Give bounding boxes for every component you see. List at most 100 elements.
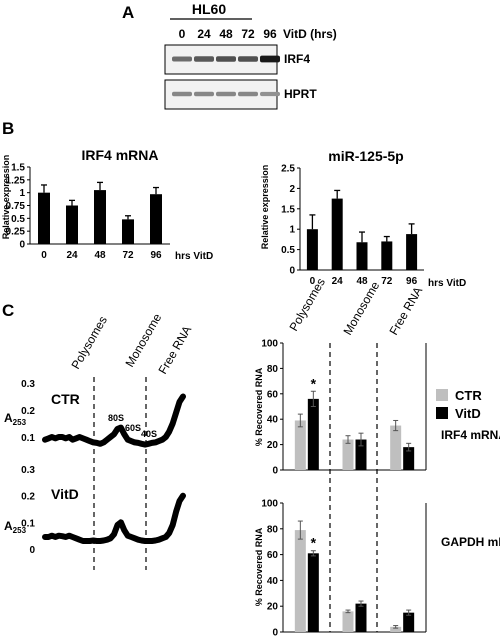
y-tick-label: 1: [19, 188, 25, 199]
y-tick-label: 0.5: [11, 214, 25, 225]
gapdh-y-tick-label: 100: [261, 499, 278, 510]
mir125-chart-xunit: hrs VitD: [428, 278, 466, 289]
y-tick-label: 0: [19, 240, 25, 251]
x-tick-label: 96: [150, 250, 162, 261]
y-tick-label: 1.5: [281, 204, 295, 215]
bar: [66, 205, 78, 244]
mir125-chart-ylabel: Relative expression: [260, 165, 270, 250]
y-tick-label: 0.75: [6, 201, 26, 212]
peak-label-40s: 40S: [141, 429, 157, 439]
gapdh-bar: [294, 530, 306, 632]
irf4-bar: [307, 398, 319, 470]
blot-band: [216, 91, 236, 97]
irf4-significance-star: *: [311, 375, 317, 391]
ctr-profile-label: CTR: [51, 391, 80, 407]
legend-label-vitd: VitD: [455, 406, 481, 421]
irf4-bands: [172, 55, 280, 63]
panel-a: A HL60 0 24 48 72 96 VitD (hrs) IRF4 HPRT: [122, 1, 337, 110]
x-tick-label: 24: [66, 250, 78, 261]
vitd-profile-trace: [42, 492, 186, 544]
y-tick-label: 0.5: [281, 245, 295, 256]
vitd-profile-ylabel: A253: [4, 519, 27, 535]
gapdh-y-tick-label: 0: [272, 628, 278, 638]
timepoint-label: 96: [263, 27, 277, 41]
gapdh-y-tick-label: 40: [267, 576, 279, 587]
blot-band: [238, 56, 258, 62]
gapdh-bar: [390, 626, 402, 632]
x-tick-label: 72: [381, 276, 393, 287]
recovered-rna-charts: % Recovered RNA % Recovered RNA 0 20 40 60 8…: [254, 339, 500, 638]
vitd-y-tick-label: 0.2: [21, 492, 35, 503]
vitd-profile-label: VitD: [51, 486, 79, 502]
blot-band: [172, 56, 192, 62]
gapdh-y-tick-label: 80: [267, 524, 279, 535]
legend-label-ctr: CTR: [455, 388, 482, 403]
ctr-y-tick-label: 0.3: [21, 379, 35, 390]
y-tick-label: 1.5: [11, 163, 25, 174]
profile-header-monosome: Monosome: [122, 311, 164, 370]
recovered-chart-axes: 0 20 40 60 80 100 0 20 40 60 80 100: [261, 339, 427, 638]
bar-header-monosome: Monosome: [340, 279, 382, 338]
peak-label-80s: 80S: [108, 413, 124, 423]
mir125-chart-axes: 0 0.5 1 1.5 2 2.5: [281, 164, 424, 277]
irf4-recovered-title: IRF4 mRNA: [441, 428, 500, 442]
blot-band: [172, 91, 192, 97]
vitd-y-tick-label: 0.3: [21, 465, 35, 476]
irf4-expression-chart: IRF4 mRNA Relative expression 0 0.25 0.5 0.…: [1, 147, 213, 262]
mir125-chart-bars: 0 24 48 72 96: [306, 189, 418, 287]
gapdh-y-tick-label: 20: [267, 602, 279, 613]
irf4-chart-title: IRF4 mRNA: [81, 147, 158, 163]
timepoint-label: 24: [197, 27, 211, 41]
legend-swatch-vitd: [436, 407, 448, 419]
panel-c: C Polysomes Monosome Free RNA Polysomes …: [2, 276, 500, 638]
gapdh-significance-star: *: [311, 535, 317, 551]
blot-band: [260, 55, 280, 63]
profile-header-polysomes: Polysomes: [68, 314, 109, 372]
x-tick-label: 0: [41, 250, 47, 261]
y-tick-label: 2: [289, 184, 295, 195]
irf4-chart-xunit: hrs VitD: [175, 251, 213, 262]
x-tick-label: 24: [332, 276, 344, 287]
panel-a-letter: A: [122, 3, 134, 22]
hprt-blot-label: HPRT: [284, 87, 317, 101]
polysome-profiles: 0.1 0.2 0.3 0 0.1 0.2 0.3 CTR VitD 80S 60S 40S…: [4, 377, 186, 570]
blot-band: [260, 91, 280, 97]
timepoint-label: 48: [219, 27, 233, 41]
bar: [94, 190, 106, 244]
profile-axes: 0.1 0.2 0.3 0 0.1 0.2 0.3: [21, 377, 147, 570]
bar: [150, 194, 162, 244]
mir125-chart-title: miR-125-5p: [328, 148, 403, 164]
irf4-bar: [390, 425, 402, 470]
peak-label-60s: 60S: [125, 423, 141, 433]
vitd-y-tick-label: 0.1: [21, 518, 35, 529]
vitd-hours-label: VitD (hrs): [283, 27, 337, 41]
irf4-chart-axes: 0 0.25 0.5 0.75 1 1.251.5: [6, 163, 170, 251]
timepoint-labels: 0 24 48 72 96: [179, 27, 277, 41]
ctr-profile-ylabel: A253: [4, 411, 27, 427]
timepoint-label: 72: [241, 27, 255, 41]
gapdh-bar: [307, 553, 319, 632]
bar: [331, 198, 343, 270]
recovered-legend: CTR VitD: [436, 388, 482, 421]
irf4-chart-bars: 0 24 48 72 96: [38, 181, 162, 261]
cell-line-label: HL60: [192, 1, 226, 17]
y-tick-label: 2.5: [281, 164, 295, 175]
gapdh-recovered-title: GAPDH mRNA: [441, 535, 500, 549]
hprt-bands: [172, 91, 280, 97]
irf4-bar: [403, 447, 415, 470]
irf4-bar: [294, 420, 306, 470]
irf4-bar: [355, 439, 367, 470]
ctr-y-tick-label: 0.1: [21, 433, 35, 444]
blot-band: [194, 91, 214, 97]
irf4-y-tick-label: 100: [261, 339, 278, 350]
profile-header-free-rna: Free RNA: [155, 323, 194, 376]
y-tick-label: 1: [289, 225, 295, 236]
blot-band: [238, 91, 258, 97]
mir125-expression-chart: miR-125-5p Relative expression 0 0.5 1 1.5 2…: [260, 148, 466, 289]
bar: [306, 229, 318, 270]
irf4-y-tick-label: 80: [267, 364, 279, 375]
blot-band: [194, 56, 214, 62]
y-tick-label: 0.25: [6, 227, 26, 238]
x-tick-label: 72: [122, 250, 134, 261]
